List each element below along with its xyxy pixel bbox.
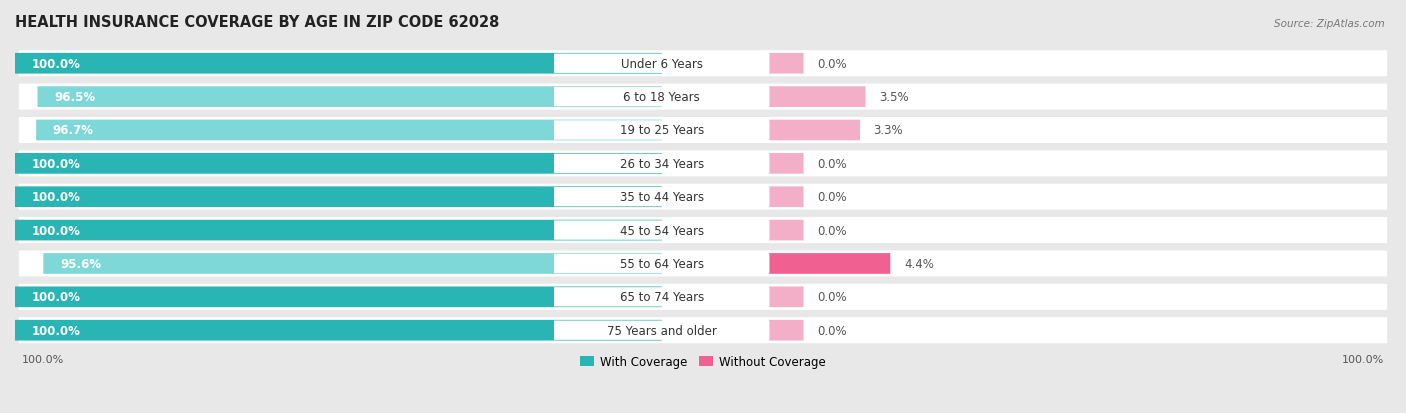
FancyBboxPatch shape xyxy=(769,220,804,241)
Text: 95.6%: 95.6% xyxy=(60,257,101,271)
FancyBboxPatch shape xyxy=(769,254,890,274)
FancyBboxPatch shape xyxy=(554,154,769,173)
FancyBboxPatch shape xyxy=(18,51,1388,77)
Text: 19 to 25 Years: 19 to 25 Years xyxy=(620,124,704,137)
Text: 100.0%: 100.0% xyxy=(31,224,80,237)
Text: Source: ZipAtlas.com: Source: ZipAtlas.com xyxy=(1274,19,1385,28)
Text: 100.0%: 100.0% xyxy=(31,291,80,304)
FancyBboxPatch shape xyxy=(554,321,769,340)
Text: 4.4%: 4.4% xyxy=(904,257,934,271)
Text: 0.0%: 0.0% xyxy=(817,157,846,171)
Text: 65 to 74 Years: 65 to 74 Years xyxy=(620,291,704,304)
Text: HEALTH INSURANCE COVERAGE BY AGE IN ZIP CODE 62028: HEALTH INSURANCE COVERAGE BY AGE IN ZIP … xyxy=(15,15,499,30)
Text: 0.0%: 0.0% xyxy=(817,224,846,237)
FancyBboxPatch shape xyxy=(769,87,866,108)
FancyBboxPatch shape xyxy=(15,287,662,307)
FancyBboxPatch shape xyxy=(554,287,769,307)
Text: 75 Years and older: 75 Years and older xyxy=(607,324,717,337)
FancyBboxPatch shape xyxy=(769,287,804,307)
Text: 45 to 54 Years: 45 to 54 Years xyxy=(620,224,704,237)
FancyBboxPatch shape xyxy=(18,284,1388,310)
Text: 6 to 18 Years: 6 to 18 Years xyxy=(623,91,700,104)
FancyBboxPatch shape xyxy=(18,151,1388,177)
FancyBboxPatch shape xyxy=(15,220,662,241)
FancyBboxPatch shape xyxy=(18,118,1388,144)
FancyBboxPatch shape xyxy=(769,120,860,141)
Legend: With Coverage, Without Coverage: With Coverage, Without Coverage xyxy=(575,351,831,373)
Text: 100.0%: 100.0% xyxy=(22,354,65,364)
Text: 0.0%: 0.0% xyxy=(817,324,846,337)
Text: 0.0%: 0.0% xyxy=(817,291,846,304)
FancyBboxPatch shape xyxy=(18,84,1388,110)
FancyBboxPatch shape xyxy=(554,88,769,107)
FancyBboxPatch shape xyxy=(18,184,1388,210)
Text: 0.0%: 0.0% xyxy=(817,191,846,204)
Text: 100.0%: 100.0% xyxy=(1341,354,1384,364)
Text: 100.0%: 100.0% xyxy=(31,57,80,71)
FancyBboxPatch shape xyxy=(554,55,769,74)
Text: 96.5%: 96.5% xyxy=(55,91,96,104)
FancyBboxPatch shape xyxy=(769,154,804,174)
Text: 35 to 44 Years: 35 to 44 Years xyxy=(620,191,704,204)
FancyBboxPatch shape xyxy=(18,251,1388,277)
Text: 100.0%: 100.0% xyxy=(31,191,80,204)
Text: 26 to 34 Years: 26 to 34 Years xyxy=(620,157,704,171)
FancyBboxPatch shape xyxy=(15,54,662,74)
FancyBboxPatch shape xyxy=(554,121,769,140)
Text: Under 6 Years: Under 6 Years xyxy=(620,57,703,71)
Text: 96.7%: 96.7% xyxy=(53,124,94,137)
FancyBboxPatch shape xyxy=(15,187,662,208)
FancyBboxPatch shape xyxy=(554,254,769,273)
Text: 3.3%: 3.3% xyxy=(873,124,903,137)
FancyBboxPatch shape xyxy=(554,221,769,240)
FancyBboxPatch shape xyxy=(769,320,804,341)
FancyBboxPatch shape xyxy=(18,318,1388,343)
Text: 100.0%: 100.0% xyxy=(31,324,80,337)
FancyBboxPatch shape xyxy=(37,120,662,141)
FancyBboxPatch shape xyxy=(554,188,769,207)
Text: 100.0%: 100.0% xyxy=(31,157,80,171)
Text: 0.0%: 0.0% xyxy=(817,57,846,71)
FancyBboxPatch shape xyxy=(15,320,662,341)
FancyBboxPatch shape xyxy=(769,187,804,208)
FancyBboxPatch shape xyxy=(15,154,662,174)
Text: 3.5%: 3.5% xyxy=(879,91,908,104)
FancyBboxPatch shape xyxy=(38,87,662,108)
FancyBboxPatch shape xyxy=(769,54,804,74)
FancyBboxPatch shape xyxy=(44,254,662,274)
Text: 55 to 64 Years: 55 to 64 Years xyxy=(620,257,704,271)
FancyBboxPatch shape xyxy=(18,218,1388,244)
